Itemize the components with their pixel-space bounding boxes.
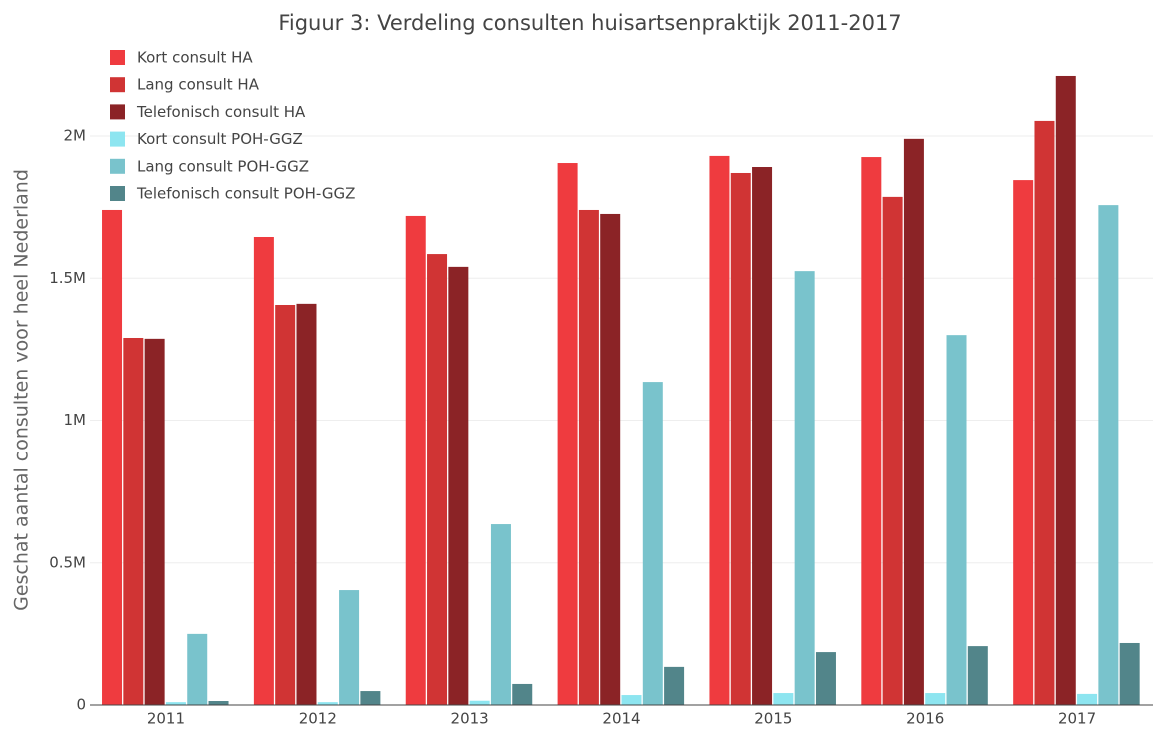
x-tick-label: 2012 bbox=[299, 710, 337, 728]
bar bbox=[102, 209, 123, 705]
legend-swatch bbox=[110, 104, 125, 120]
bar bbox=[557, 163, 578, 706]
legend-label: Lang consult HA bbox=[137, 76, 260, 94]
bar bbox=[925, 693, 946, 705]
legend-swatch bbox=[110, 77, 125, 93]
bar bbox=[903, 138, 924, 706]
legend-label: Telefonisch consult POH-GGZ bbox=[136, 185, 355, 203]
bar bbox=[1098, 205, 1119, 706]
bar bbox=[664, 666, 685, 705]
bar bbox=[709, 155, 730, 706]
bar bbox=[1034, 120, 1055, 705]
x-tick-label: 2013 bbox=[451, 710, 489, 728]
bar bbox=[642, 382, 663, 705]
bar bbox=[1055, 75, 1076, 705]
bar bbox=[967, 646, 988, 705]
bar bbox=[600, 213, 621, 705]
legend-swatch bbox=[110, 186, 125, 201]
y-tick-label: 1.5M bbox=[49, 269, 86, 287]
legend-label: Telefonisch consult HA bbox=[136, 103, 306, 121]
bar bbox=[578, 209, 599, 705]
bar bbox=[946, 335, 967, 705]
bar bbox=[490, 524, 511, 705]
y-axis-title: Geschat aantal consulten voor heel Neder… bbox=[11, 169, 33, 611]
bar bbox=[339, 590, 360, 705]
bar bbox=[730, 172, 751, 706]
bar bbox=[882, 196, 903, 705]
legend-swatch bbox=[110, 131, 125, 147]
x-tick-label: 2015 bbox=[754, 710, 792, 728]
y-tick-label: 0 bbox=[76, 696, 86, 714]
legend-label: Kort consult POH-GGZ bbox=[137, 130, 303, 148]
x-tick-label: 2014 bbox=[602, 710, 640, 728]
bar bbox=[1013, 180, 1034, 705]
bar bbox=[752, 167, 773, 705]
bar bbox=[773, 693, 794, 705]
bar bbox=[123, 337, 144, 705]
bar bbox=[253, 236, 274, 705]
y-tick-label: 2M bbox=[64, 127, 87, 145]
y-tick-label: 1M bbox=[64, 411, 87, 429]
bar bbox=[360, 691, 381, 705]
bar bbox=[317, 702, 338, 705]
bar bbox=[187, 633, 208, 705]
bar bbox=[275, 304, 296, 705]
bar bbox=[1119, 642, 1140, 705]
bar bbox=[621, 695, 642, 705]
x-tick-label: 2017 bbox=[1058, 710, 1096, 728]
x-tick-label: 2011 bbox=[147, 710, 185, 728]
bar bbox=[815, 652, 836, 705]
bar bbox=[469, 700, 490, 705]
legend-swatch bbox=[110, 158, 125, 174]
bar bbox=[794, 271, 815, 705]
bar bbox=[405, 215, 426, 705]
legend-swatch bbox=[110, 50, 125, 65]
legend-label: Lang consult POH-GGZ bbox=[137, 157, 309, 175]
chart-title: Figuur 3: Verdeling consulten huisartsen… bbox=[278, 11, 901, 35]
x-tick-label: 2016 bbox=[906, 710, 944, 728]
bar bbox=[512, 683, 533, 705]
y-tick-label: 0.5M bbox=[49, 553, 86, 571]
bar bbox=[1077, 693, 1098, 705]
bar bbox=[296, 303, 317, 705]
bar bbox=[208, 701, 229, 705]
bar bbox=[861, 157, 882, 706]
bar bbox=[448, 266, 469, 705]
bar bbox=[427, 254, 448, 705]
bar bbox=[165, 702, 186, 705]
bar bbox=[144, 338, 165, 705]
legend-label: Kort consult HA bbox=[137, 49, 253, 67]
